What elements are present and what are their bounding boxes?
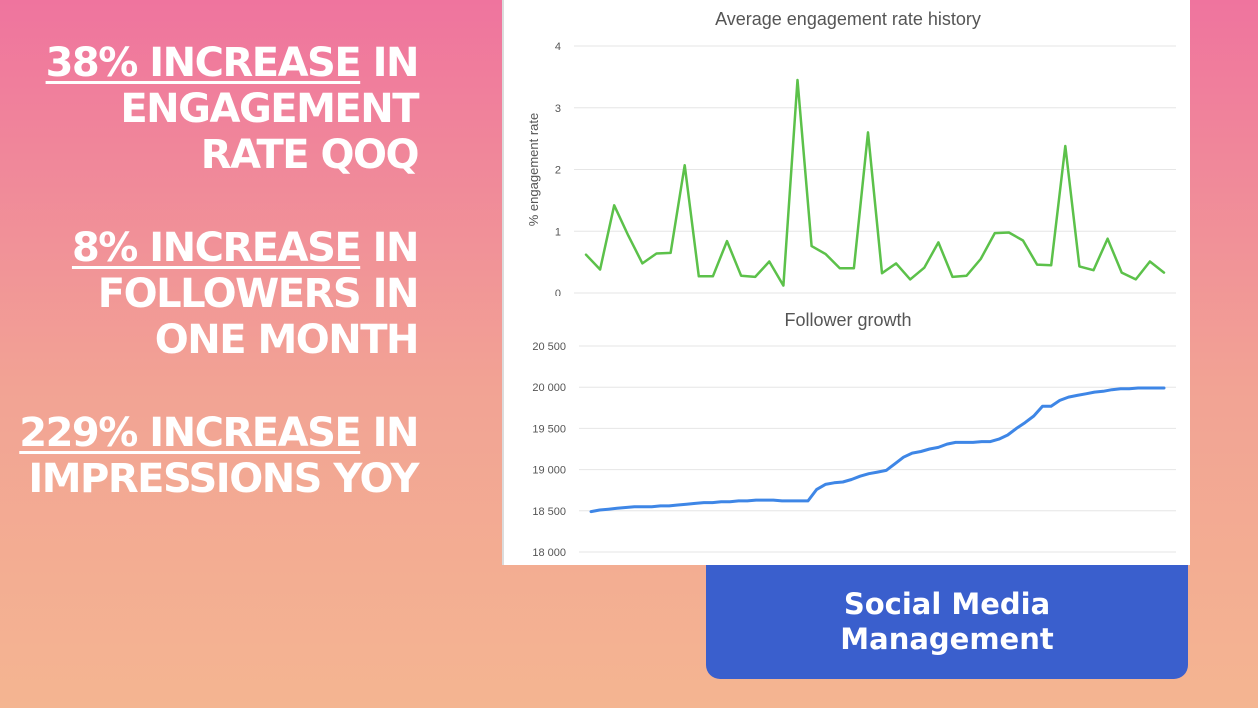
charts-panel: Average engagement rate history % engagem… [502,0,1190,565]
chart-title: Follower growth [784,310,911,330]
stat-highlight: 8% INCREASE [71,225,362,271]
charts-svg: Average engagement rate history % engagem… [526,9,1184,559]
stat-followers: 8% INCREASE IN FOLLOWERS IN ONE MONTH [18,225,420,363]
stat-text: IN IMPRESSIONS YOY [28,410,419,502]
y-tick-label: 4 [555,41,561,53]
stat-highlight: 38% INCREASE [45,40,362,86]
stat-text: IN FOLLOWERS IN ONE MONTH [97,225,420,363]
chart-title: Average engagement rate history [715,9,981,29]
y-tick-label: 19 500 [532,423,566,435]
y-tick-label: 20 000 [532,382,566,394]
y-tick-label: 1 [555,226,561,238]
chart-divider [544,296,1184,304]
chart-1: Follower growth 20 500 20 000 19 500 19 000 1… [532,310,1176,559]
y-axis-label: % engagement rate [526,113,541,226]
y-tick-label: 0 [555,288,561,300]
y-tick-label: 18 000 [532,547,566,559]
stats-list: 38% INCREASE IN ENGAGEMENT RATE QOQ 8% I… [18,40,420,549]
y-tick-label: 2 [555,165,561,177]
stat-text: IN ENGAGEMENT RATE QOQ [120,40,419,178]
series-line [589,386,1166,514]
chart-0: Average engagement rate history % engagem… [526,9,1176,300]
y-tick-label: 3 [555,103,561,115]
stat-highlight: 229% INCREASE [19,410,361,456]
series-line [584,78,1166,287]
y-tick-label: 19 000 [532,465,566,477]
y-tick-label: 18 500 [532,506,566,518]
stat-engagement: 38% INCREASE IN ENGAGEMENT RATE QOQ [18,40,420,178]
service-badge: Social Media Management [706,565,1188,679]
stat-impressions: 229% INCREASE IN IMPRESSIONS YOY [18,410,419,502]
y-tick-label: 20 500 [532,341,566,353]
badge-label: Social Media Management [840,587,1054,656]
